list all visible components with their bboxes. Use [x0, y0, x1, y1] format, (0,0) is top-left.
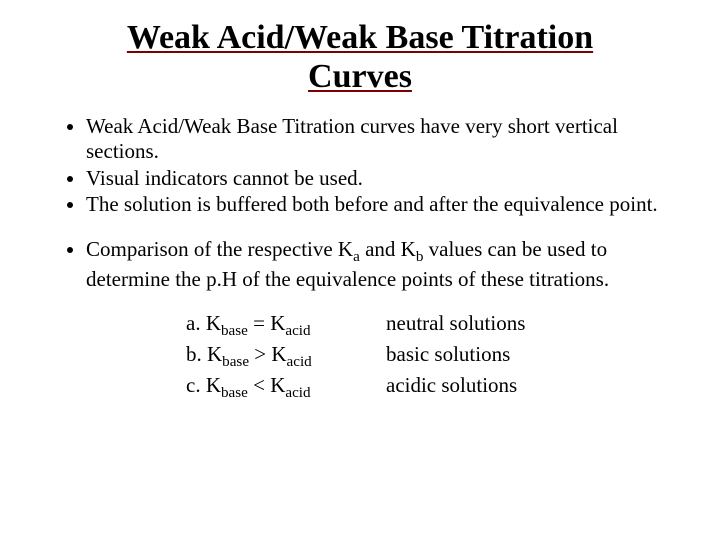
subscript: a	[353, 249, 360, 265]
subscript: base	[221, 385, 248, 401]
comparison-block: a. Kbase = Kacid neutral solutions b. Kb…	[36, 310, 684, 403]
text-fragment: K	[206, 373, 221, 397]
slide-title: Weak Acid/Weak Base Titration Curves	[36, 18, 684, 96]
comparison-result: acidic solutions	[386, 372, 517, 403]
text-fragment: > K	[249, 342, 287, 366]
text-fragment: K	[206, 311, 221, 335]
subscript: base	[222, 354, 249, 370]
comparison-relation: b. Kbase > Kacid	[186, 341, 386, 372]
comparison-row: c. Kbase < Kacid acidic solutions	[186, 372, 684, 403]
list-item: The solution is buffered both before and…	[86, 192, 684, 217]
bullet-list-1: Weak Acid/Weak Base Titration curves hav…	[36, 114, 684, 217]
comparison-result: neutral solutions	[386, 310, 525, 341]
letter-label: a.	[186, 311, 201, 335]
letter-label: b.	[186, 342, 202, 366]
bullet-list-2: Comparison of the respective Ka and Kb v…	[36, 237, 684, 292]
comparison-relation: c. Kbase < Kacid	[186, 372, 386, 403]
list-item: Comparison of the respective Ka and Kb v…	[86, 237, 684, 292]
text-fragment: = K	[248, 311, 286, 335]
subscript: acid	[285, 323, 310, 339]
letter-label: c.	[186, 373, 201, 397]
list-item: Weak Acid/Weak Base Titration curves hav…	[86, 114, 684, 164]
comparison-row: b. Kbase > Kacid basic solutions	[186, 341, 684, 372]
text-fragment: Comparison of the respective K	[86, 237, 353, 261]
subscript: base	[221, 323, 248, 339]
text-fragment: and K	[360, 237, 416, 261]
list-item: Visual indicators cannot be used.	[86, 166, 684, 191]
subscript: acid	[285, 385, 310, 401]
comparison-row: a. Kbase = Kacid neutral solutions	[186, 310, 684, 341]
subscript: acid	[287, 354, 312, 370]
comparison-result: basic solutions	[386, 341, 510, 372]
text-fragment: < K	[248, 373, 286, 397]
text-fragment: K	[207, 342, 222, 366]
comparison-relation: a. Kbase = Kacid	[186, 310, 386, 341]
